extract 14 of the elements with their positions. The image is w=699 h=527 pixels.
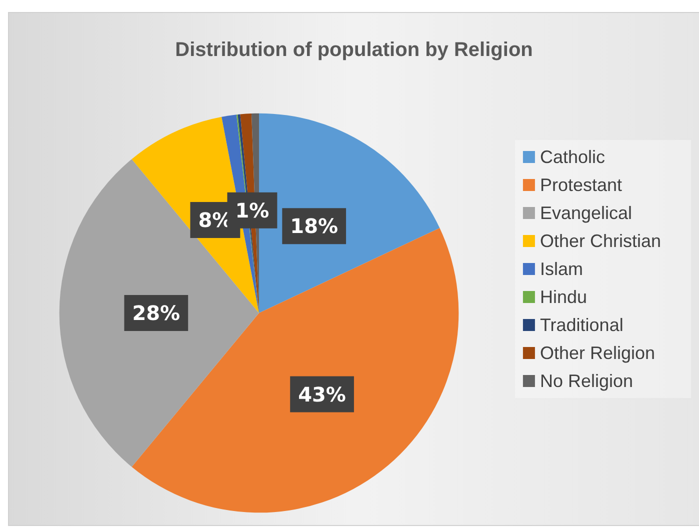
legend-label: Protestant	[540, 175, 622, 195]
legend-label: Traditional	[540, 315, 624, 335]
legend-label: Evangelical	[540, 203, 632, 223]
data-label: 1%	[235, 198, 270, 222]
data-label: 18%	[290, 214, 338, 238]
legend-label: Hindu	[540, 287, 587, 307]
data-label: 43%	[298, 382, 346, 406]
legend-label: Catholic	[540, 147, 605, 167]
legend-label: Islam	[540, 259, 583, 279]
chart-title: Distribution of population by Religion	[175, 39, 533, 61]
legend-label: Other Christian	[540, 231, 662, 251]
legend-label: Other Religion	[540, 343, 656, 363]
data-label: 28%	[132, 301, 180, 325]
legend-label: No Religion	[540, 371, 634, 391]
